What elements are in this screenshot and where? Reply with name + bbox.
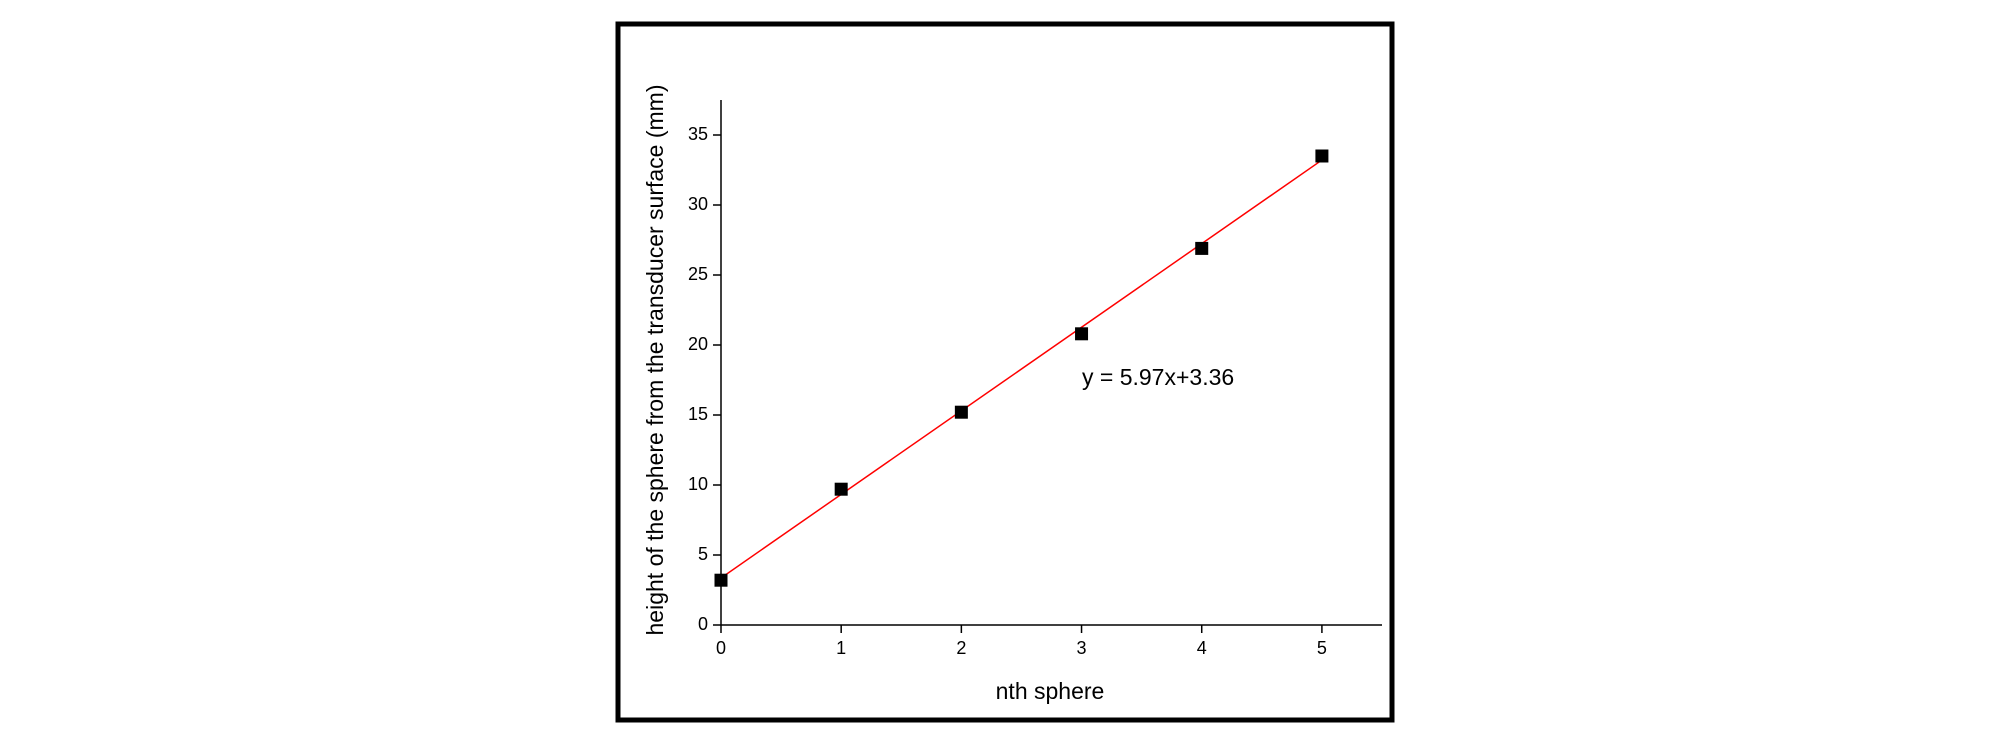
y-tick-label: 35 [688,124,708,144]
point [834,482,848,496]
y-tick-label: 0 [698,614,708,634]
x-tick-label: 2 [956,638,966,658]
annotation: y = 5.97x+3.36 [1082,364,1234,390]
x-tick-label: 0 [716,638,726,658]
y-axis-label: height of the sphere from the transducer… [642,85,668,636]
y-tick-label: 5 [698,544,708,564]
x-tick-label: 5 [1317,638,1327,658]
y-tick-label: 15 [688,404,708,424]
y-tick-label: 20 [688,334,708,354]
point [714,573,728,587]
fit-line [720,159,1323,579]
point [1195,241,1209,255]
x-tick-label: 4 [1197,638,1207,658]
y-tick-label: 30 [688,194,708,214]
frame [615,21,1395,723]
point [1315,149,1329,163]
x-tick-label: 3 [1077,638,1087,658]
point [1075,327,1089,341]
point [954,405,968,419]
x-axis-label: nth sphere [996,678,1105,704]
x-tick-label: 1 [836,638,846,658]
y-tick-label: 10 [688,474,708,494]
y-tick-label: 25 [688,264,708,284]
